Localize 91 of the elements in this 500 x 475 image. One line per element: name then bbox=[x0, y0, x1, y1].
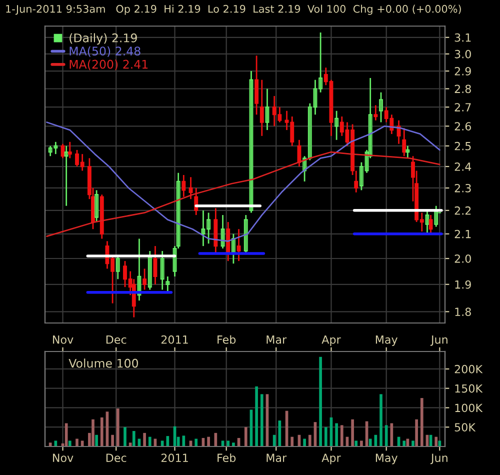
bar bbox=[324, 427, 328, 446]
bar bbox=[278, 420, 282, 446]
y-tick-label: 2.3 bbox=[454, 184, 471, 192]
x2-tick-label: Feb bbox=[218, 453, 236, 462]
x-tick-label: Apr bbox=[322, 336, 341, 346]
y-tick-label: 100K bbox=[455, 404, 483, 412]
bar bbox=[390, 423, 394, 446]
bar bbox=[420, 398, 424, 446]
x-tick-label: Mar bbox=[266, 336, 287, 344]
legend-label: (Daily) 2.19 bbox=[70, 33, 137, 45]
y-tick-label: 2.8 bbox=[454, 84, 471, 94]
bar bbox=[116, 408, 120, 446]
y-tick-label: 2.6 bbox=[454, 122, 471, 131]
bar bbox=[226, 440, 230, 446]
bar bbox=[214, 432, 218, 446]
bar bbox=[76, 438, 78, 446]
x2-tick-label: Apr bbox=[322, 454, 341, 464]
bar bbox=[166, 436, 170, 446]
bar bbox=[303, 438, 306, 446]
bar bbox=[360, 440, 363, 446]
bar bbox=[402, 440, 406, 446]
bar bbox=[48, 442, 52, 446]
y-tick-label: 3.0 bbox=[454, 50, 471, 58]
y-tick-label: 1.9 bbox=[455, 280, 471, 289]
x-tick-label: 2011 bbox=[161, 335, 188, 344]
bar bbox=[132, 430, 136, 446]
bar bbox=[95, 434, 98, 446]
y-tick-label: 150K bbox=[455, 384, 483, 393]
bar bbox=[308, 434, 312, 446]
bar bbox=[54, 440, 58, 446]
chart-subtitle: 1-Jun-2011 9:53am Op 2.19 Hi 2.19 Lo 2.19 Last 2.19 Vol 100 Chg +0.00 (+0.00%) bbox=[6, 4, 461, 15]
y-tick-label: 50K bbox=[454, 423, 476, 432]
bar bbox=[143, 432, 146, 446]
y-tick-label: 3.1 bbox=[454, 33, 471, 42]
y-tick-label: 2.7 bbox=[454, 103, 471, 112]
bar bbox=[272, 434, 276, 446]
x-tick-label: Feb bbox=[218, 335, 236, 344]
x2-tick-label: Mar bbox=[266, 454, 287, 462]
legend-label: MA(200) 2.41 bbox=[70, 60, 148, 70]
bar bbox=[380, 394, 382, 446]
bar bbox=[64, 423, 68, 446]
bar bbox=[128, 442, 132, 446]
bar bbox=[384, 425, 388, 446]
y-tick-label: 2.2 bbox=[454, 206, 471, 215]
bar bbox=[319, 356, 322, 446]
bar bbox=[260, 394, 264, 446]
y-tick-label: 1.8 bbox=[455, 308, 471, 316]
bar bbox=[244, 427, 248, 446]
x2-tick-label: May bbox=[376, 454, 398, 464]
line-series bbox=[46, 151, 440, 237]
x-tick-label: Dec bbox=[106, 336, 126, 344]
bar bbox=[351, 419, 354, 446]
text: Volume 100 bbox=[68, 358, 138, 368]
bar bbox=[335, 423, 338, 446]
y-tick-label: 2.1 bbox=[454, 230, 471, 238]
x2-tick-label: Dec bbox=[106, 454, 126, 462]
bar bbox=[111, 434, 114, 446]
bar bbox=[124, 427, 126, 446]
x-tick-label: Nov bbox=[53, 336, 74, 344]
bar bbox=[182, 436, 186, 446]
bar bbox=[354, 440, 358, 446]
y-tick-label: 2.4 bbox=[454, 162, 472, 171]
bar bbox=[160, 440, 164, 446]
bar bbox=[438, 440, 442, 446]
bar bbox=[148, 436, 152, 446]
y-tick-label: 2.0 bbox=[454, 254, 471, 263]
bar bbox=[374, 434, 378, 446]
bar bbox=[92, 419, 94, 446]
x2-tick-label: Nov bbox=[53, 454, 74, 462]
bar bbox=[406, 438, 410, 446]
bar bbox=[434, 436, 438, 446]
bar bbox=[232, 442, 235, 446]
bar bbox=[68, 440, 72, 446]
bar bbox=[412, 440, 414, 446]
y-tick-label: 2.9 bbox=[454, 67, 471, 76]
legend-label: MA(50) 2.48 bbox=[70, 46, 140, 57]
y-tick-label: 2.5 bbox=[454, 142, 471, 150]
y-tick-label: 200K bbox=[454, 364, 483, 374]
bar bbox=[290, 436, 294, 446]
x-tick-label: May bbox=[376, 336, 398, 346]
bar bbox=[340, 425, 344, 446]
bar bbox=[194, 438, 198, 446]
bar bbox=[415, 419, 418, 446]
bar bbox=[80, 440, 84, 446]
x-tick-label: Jun bbox=[430, 336, 448, 346]
bar bbox=[207, 436, 210, 446]
bar bbox=[255, 386, 258, 446]
x2-tick-label: 2011 bbox=[161, 454, 188, 462]
x2-tick-label: Jun bbox=[430, 454, 448, 464]
bar bbox=[100, 417, 104, 446]
bar bbox=[368, 438, 372, 446]
